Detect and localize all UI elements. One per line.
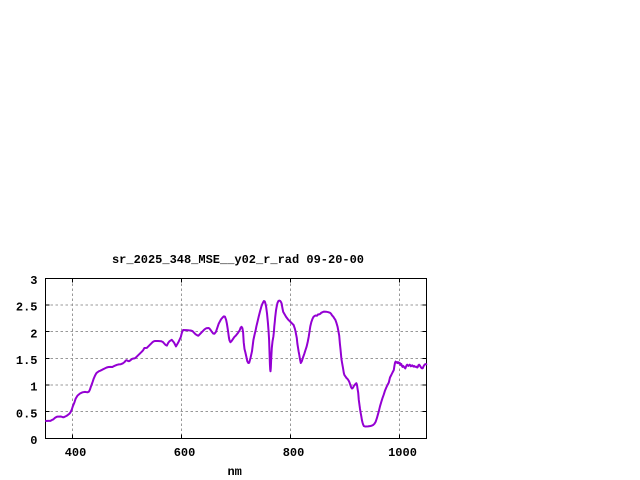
- svg-text:600: 600: [174, 446, 196, 460]
- svg-text:800: 800: [283, 446, 305, 460]
- svg-text:3: 3: [30, 274, 37, 288]
- svg-text:nm: nm: [227, 465, 241, 479]
- svg-text:1: 1: [30, 381, 37, 395]
- svg-text:0: 0: [30, 434, 37, 448]
- svg-text:2.5: 2.5: [16, 301, 38, 315]
- svg-text:400: 400: [65, 446, 87, 460]
- svg-text:1.5: 1.5: [16, 354, 38, 368]
- svg-text:2: 2: [30, 327, 37, 341]
- svg-text:1000: 1000: [388, 446, 417, 460]
- svg-text:sr_2025_348_MSE__y02_r_rad 09-: sr_2025_348_MSE__y02_r_rad 09-20-00: [112, 253, 364, 267]
- svg-text:0.5: 0.5: [16, 407, 38, 421]
